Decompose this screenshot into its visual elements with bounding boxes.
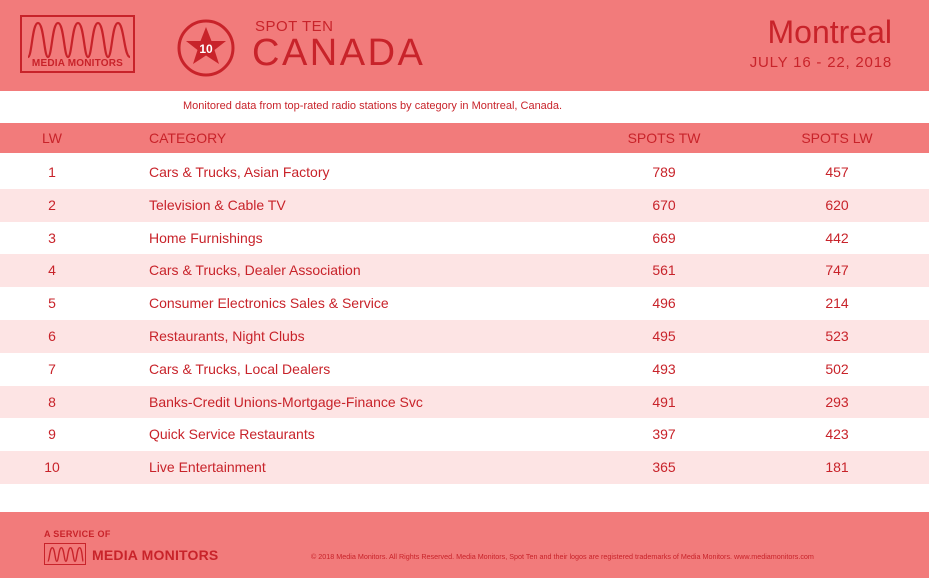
cell-lw: 2 (48, 196, 56, 213)
table-row: 2 Television & Cable TV 670 620 (0, 188, 929, 222)
cell-lw: 7 (48, 360, 56, 377)
cell-category: Banks-Credit Unions-Mortgage-Finance Svc (149, 393, 423, 410)
logo-text: MEDIA MONITORS (31, 58, 124, 69)
column-header-spots-tw: SPOTS TW (627, 130, 701, 146)
cell-spots-tw: 496 (652, 295, 676, 312)
cell-spots-tw: 670 (652, 196, 676, 213)
cell-spots-tw: 493 (652, 360, 676, 377)
footer-mm-logo-icon (44, 543, 86, 565)
service-of-label: A SERVICE OF (44, 529, 111, 539)
copyright-text: © 2018 Media Monitors. All Rights Reserv… (311, 552, 814, 561)
cell-category: Cars & Trucks, Asian Factory (149, 164, 330, 180)
header-band: MEDIA MONITORS 10 SPOT TEN CANADA Montre… (0, 0, 929, 91)
cell-spots-tw: 789 (652, 164, 676, 180)
cell-lw: 1 (48, 164, 56, 180)
cell-lw: 10 (44, 459, 60, 476)
cell-category: Consumer Electronics Sales & Service (149, 295, 389, 312)
cell-lw: 5 (48, 295, 56, 312)
date-range: JULY 16 - 22, 2018 (749, 54, 892, 71)
footer-brand: MEDIA MONITORS (92, 547, 219, 563)
cell-spots-lw: 181 (825, 459, 849, 476)
cell-spots-tw: 669 (652, 229, 676, 246)
table-row: 8 Banks-Credit Unions-Mortgage-Finance S… (0, 385, 929, 419)
cell-spots-lw: 523 (825, 327, 849, 344)
cell-category: Restaurants, Night Clubs (149, 327, 305, 344)
cell-lw: 9 (48, 426, 56, 443)
table-row: 10 Live Entertainment 365 181 (0, 451, 929, 484)
table-header: LW CATEGORY SPOTS TW SPOTS LW (0, 123, 929, 153)
page-subtitle: Monitored data from top-rated radio stat… (183, 100, 563, 112)
table-row: 6 Restaurants, Night Clubs 495 523 (0, 319, 929, 353)
cell-category: Live Entertainment (149, 459, 266, 476)
cell-spots-lw: 293 (825, 393, 849, 410)
column-header-spots-lw: SPOTS LW (801, 130, 873, 146)
table-row: 1 Cars & Trucks, Asian Factory 789 457 (0, 156, 929, 189)
table-row: 7 Cars & Trucks, Local Dealers 493 502 (0, 353, 929, 386)
table-body: 1 Cars & Trucks, Asian Factory 789 457 2… (0, 156, 929, 484)
cell-spots-tw: 365 (652, 459, 676, 476)
cell-lw: 8 (48, 393, 56, 410)
cell-spots-lw: 423 (825, 426, 849, 443)
cell-spots-lw: 502 (825, 360, 849, 377)
table-row: 4 Cars & Trucks, Dealer Association 561 … (0, 254, 929, 288)
cell-category: Television & Cable TV (149, 196, 286, 213)
column-header-category: CATEGORY (149, 130, 227, 146)
cell-lw: 4 (48, 262, 56, 279)
badge-number: 10 (199, 42, 213, 56)
cell-lw: 3 (48, 229, 56, 246)
table-row: 3 Home Furnishings 669 442 (0, 222, 929, 255)
table-row: 9 Quick Service Restaurants 397 423 (0, 418, 929, 451)
cell-spots-lw: 214 (825, 295, 849, 312)
city-title: Montreal (767, 14, 893, 50)
cell-category: Cars & Trucks, Local Dealers (149, 360, 331, 377)
cell-spots-lw: 620 (825, 196, 849, 213)
cell-spots-tw: 561 (652, 262, 676, 279)
cell-spots-lw: 442 (825, 229, 849, 246)
cell-spots-tw: 495 (652, 327, 676, 344)
spot-ten-label: SPOT TEN (255, 18, 334, 35)
media-monitors-logo: MEDIA MONITORS (20, 15, 135, 73)
cell-category: Home Furnishings (149, 229, 263, 246)
cell-spots-tw: 491 (652, 393, 676, 410)
column-header-lw: LW (42, 130, 62, 146)
cell-category: Cars & Trucks, Dealer Association (149, 262, 361, 279)
star-ten-badge-icon: 10 (177, 19, 235, 77)
cell-spots-tw: 397 (652, 426, 676, 443)
country-title: CANADA (252, 32, 426, 74)
table-row: 5 Consumer Electronics Sales & Service 4… (0, 287, 929, 320)
footer-band: A SERVICE OF MEDIA MONITORS © 2018 Media… (0, 512, 929, 578)
cell-spots-lw: 747 (825, 262, 849, 279)
mm-wave-icon (26, 21, 131, 59)
cell-lw: 6 (48, 327, 56, 344)
cell-category: Quick Service Restaurants (149, 426, 315, 443)
cell-spots-lw: 457 (825, 164, 849, 180)
